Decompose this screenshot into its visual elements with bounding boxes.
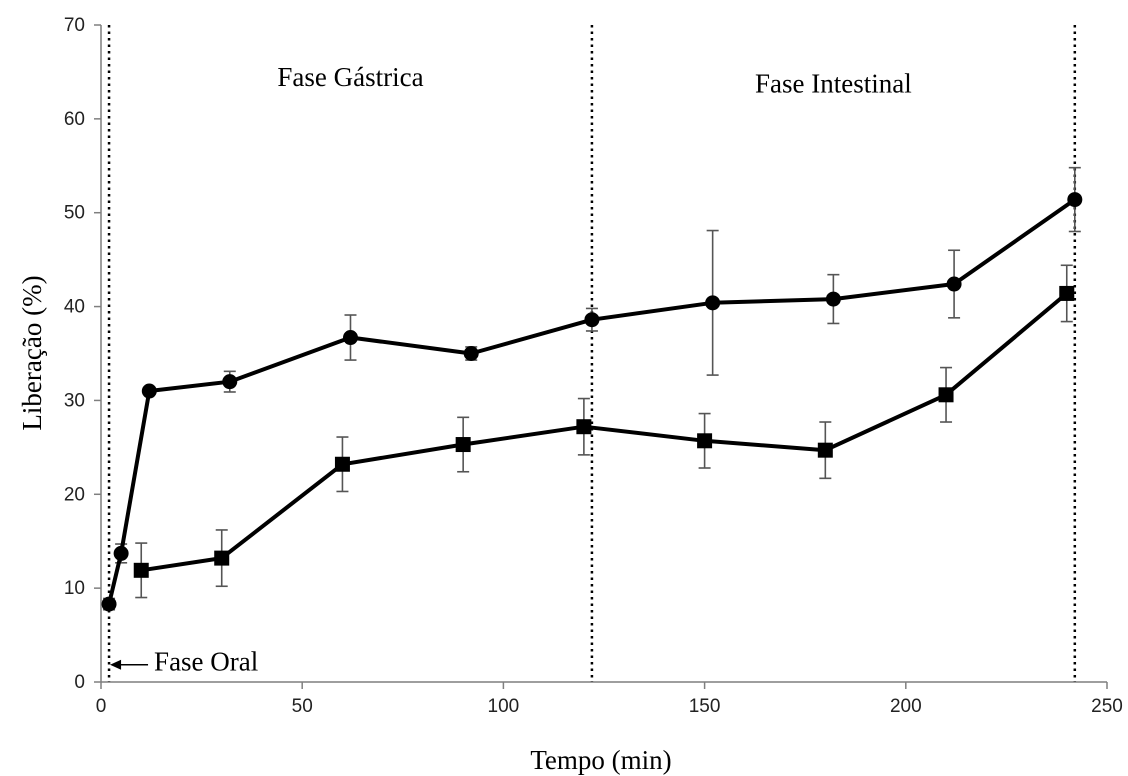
annotation-fase-oral: Fase Oral bbox=[154, 647, 258, 677]
data-point-circle bbox=[705, 295, 721, 311]
data-point-square bbox=[334, 456, 350, 472]
data-point-square bbox=[1059, 285, 1075, 301]
data-point-square bbox=[133, 562, 149, 578]
annotation-fase-intestinal: Fase Intestinal bbox=[755, 69, 912, 99]
y-tick-label: 0 bbox=[74, 672, 85, 693]
series-1 bbox=[101, 166, 1083, 612]
annotation-fase-gastrica: Fase Gástrica bbox=[277, 62, 423, 92]
data-point-square bbox=[938, 387, 954, 403]
y-tick-label: 20 bbox=[64, 484, 85, 505]
series-layer bbox=[101, 166, 1083, 612]
y-axis-title: Liberação (%) bbox=[17, 275, 47, 430]
x-tick-label: 150 bbox=[689, 696, 721, 717]
x-tick-label: 0 bbox=[96, 696, 107, 717]
data-point-circle bbox=[946, 276, 962, 292]
x-tick-label: 100 bbox=[488, 696, 520, 717]
series-line bbox=[140, 291, 1069, 573]
y-tick-label: 40 bbox=[64, 297, 85, 318]
data-point-square bbox=[214, 550, 230, 566]
data-point-square bbox=[697, 433, 713, 449]
data-point-circle bbox=[1067, 192, 1083, 208]
data-point-circle bbox=[463, 346, 479, 361]
data-point-square bbox=[455, 437, 471, 453]
y-tick-label: 30 bbox=[64, 390, 85, 411]
data-point-square bbox=[817, 442, 833, 458]
data-point-square bbox=[576, 419, 592, 435]
data-point-circle bbox=[584, 312, 600, 328]
axes: 0 10 20 30 40 50 60 70 0 50 100 150 200 250 bbox=[64, 15, 1123, 717]
x-tick-label: 250 bbox=[1091, 696, 1123, 717]
x-tick-label: 200 bbox=[890, 696, 922, 717]
annotations: Fase Gástrica Fase Intestinal Fase Oral bbox=[110, 62, 912, 677]
data-point-circle bbox=[141, 383, 157, 399]
series-2 bbox=[133, 264, 1075, 599]
y-tick-label: 60 bbox=[64, 109, 85, 130]
data-point-circle bbox=[222, 374, 238, 390]
data-point-circle bbox=[825, 291, 841, 307]
y-tick-label: 10 bbox=[64, 578, 85, 599]
data-point-circle bbox=[342, 330, 358, 346]
y-tick-label: 70 bbox=[64, 15, 85, 36]
data-point-circle bbox=[101, 596, 117, 612]
fase-oral-arrow-head bbox=[110, 659, 122, 670]
x-tick-label: 50 bbox=[292, 696, 313, 717]
y-tick-label: 50 bbox=[64, 203, 85, 224]
phase-boundaries bbox=[107, 25, 1077, 682]
x-axis-title: Tempo (min) bbox=[530, 745, 671, 775]
data-point-circle bbox=[113, 545, 129, 561]
